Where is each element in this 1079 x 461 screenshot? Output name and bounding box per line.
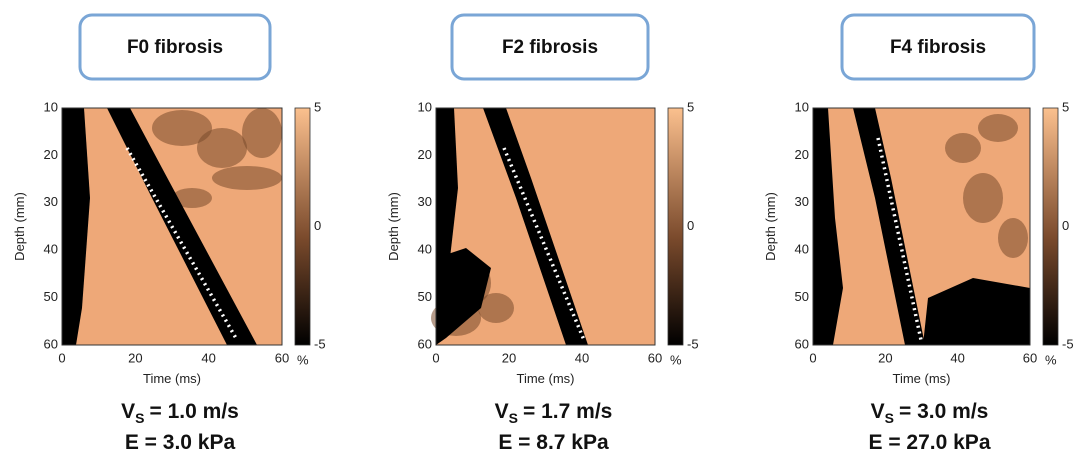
y-tick-label: 50 [418,289,432,304]
y-tick-label: 60 [44,336,58,351]
heatmap-patch [212,166,282,190]
velocity-symbol: V [495,400,509,423]
x-tick-label: 40 [575,350,589,365]
y-tick-label: 40 [44,242,58,257]
x-tick-label: 0 [809,350,816,365]
y-tick-label: 60 [795,336,809,351]
x-tick-label: 60 [1023,350,1037,365]
heatmap [431,108,655,345]
y-tick-label: 20 [795,147,809,162]
velocity-caption: VS = 1.7 m/s [495,400,613,426]
y-tick-label: 30 [418,194,432,209]
colorbar-tick-label: -5 [314,336,326,351]
modulus-caption: E = 8.7 kPa [498,431,609,454]
colorbar-tick-label: 5 [687,99,694,114]
panel-title: F2 fibrosis [502,37,598,58]
y-tick-label: 10 [795,99,809,114]
velocity-caption: VS = 1.0 m/s [121,400,239,426]
velocity-subscript: S [135,410,144,426]
colorbar-tick-label: -5 [687,336,699,351]
y-tick-label: 30 [44,194,58,209]
x-tick-label: 20 [128,350,142,365]
colorbar-tick-label: 0 [314,218,321,233]
panel-title: F4 fibrosis [890,37,986,58]
y-tick-label: 20 [418,147,432,162]
velocity-value: = 1.0 m/s [150,400,239,423]
x-axis-label: Time (ms) [516,371,574,386]
colorbar-tick-label: 0 [1062,218,1069,233]
x-tick-label: 0 [58,350,65,365]
y-tick-label: 10 [44,99,58,114]
x-tick-label: 20 [502,350,516,365]
x-axis-label: Time (ms) [892,371,950,386]
x-tick-label: 0 [432,350,439,365]
y-tick-label: 20 [44,147,58,162]
y-tick-label: 50 [795,289,809,304]
y-tick-label: 30 [795,194,809,209]
x-tick-label: 60 [275,350,289,365]
y-tick-label: 10 [418,99,432,114]
heatmap-patch [197,128,247,168]
y-tick-label: 40 [418,242,432,257]
velocity-subscript: S [509,410,518,426]
x-tick-label: 60 [648,350,662,365]
velocity-subscript: S [885,410,894,426]
y-axis-label: Depth (mm) [386,192,401,261]
velocity-value: = 3.0 m/s [899,400,988,423]
modulus-caption: E = 27.0 kPa [868,431,990,454]
velocity-symbol: V [871,400,885,423]
colorbar-tick-label: 5 [1062,99,1069,114]
y-axis-label: Depth (mm) [12,192,27,261]
heatmap-patch [945,133,981,163]
panel-title: F0 fibrosis [127,37,223,58]
x-axis-label: Time (ms) [143,371,201,386]
heatmap-patch [963,173,1003,223]
y-tick-label: 50 [44,289,58,304]
velocity-caption: VS = 3.0 m/s [871,400,989,426]
x-tick-label: 20 [878,350,892,365]
velocity-symbol: V [121,400,135,423]
colorbar-tick-label: -5 [1062,336,1074,351]
y-tick-label: 60 [418,336,432,351]
heatmap [813,108,1030,345]
heatmap-patch [978,114,1018,142]
colorbar-unit: % [297,352,309,367]
y-tick-label: 40 [795,242,809,257]
heatmap-patch [242,108,282,158]
colorbar [295,108,310,345]
colorbar [1043,108,1058,345]
x-tick-label: 40 [950,350,964,365]
colorbar-unit: % [670,352,682,367]
x-tick-label: 40 [201,350,215,365]
colorbar-tick-label: 5 [314,99,321,114]
velocity-value: = 1.7 m/s [523,400,612,423]
heatmap-patch [998,218,1028,258]
heatmap [62,108,282,345]
modulus-caption: E = 3.0 kPa [125,431,236,454]
colorbar [668,108,683,345]
figure: F0 fibrosis1020304050600204060Time (ms)D… [0,0,1079,461]
y-axis-label: Depth (mm) [763,192,778,261]
colorbar-unit: % [1045,352,1057,367]
colorbar-tick-label: 0 [687,218,694,233]
